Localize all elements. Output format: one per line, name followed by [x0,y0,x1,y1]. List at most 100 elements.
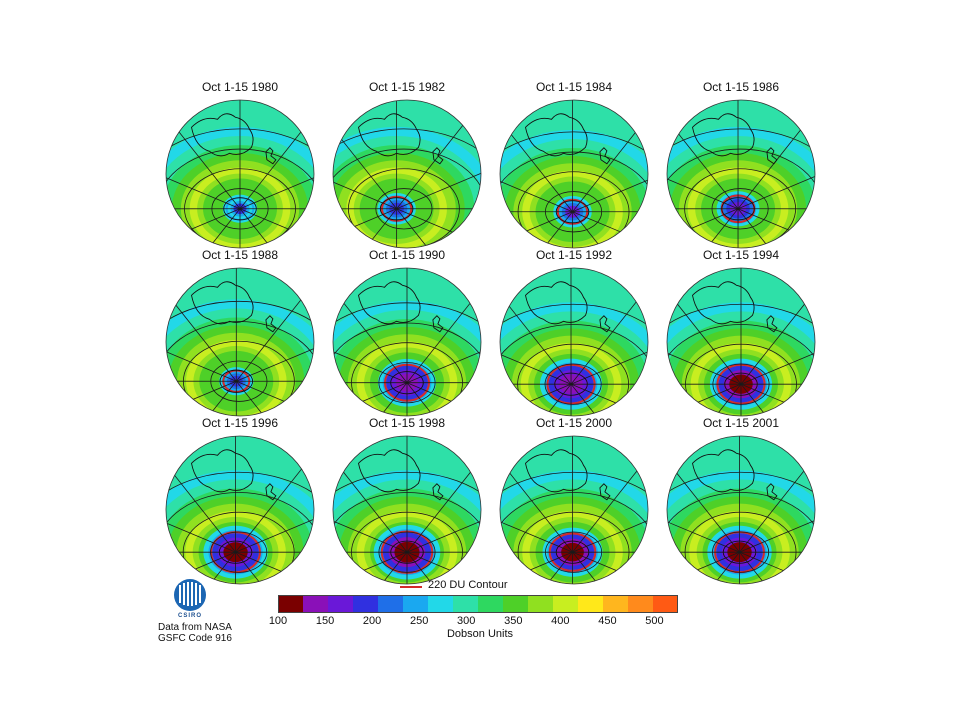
latitude-line [166,471,314,584]
colorbar [278,595,678,613]
globe-rim [332,99,482,249]
panel-title: Oct 1-15 1990 [368,248,446,262]
colorbar-segment [503,595,529,613]
colorbar-units-label: Dobson Units [446,628,514,640]
new-zealand-outline [265,315,277,333]
panel-title: Oct 1-15 1994 [702,248,780,262]
meridian-line [396,149,481,210]
globe-rim [666,267,816,417]
antarctica-outline [555,540,590,564]
colorbar-tick-label: 100 [268,615,288,627]
panel-title: Oct 1-15 1998 [368,416,446,430]
globe-rim [165,99,315,249]
new-zealand-outline [265,483,277,501]
meridian-line [333,208,397,248]
colorbar-frame [278,595,678,613]
colorbar-segment [453,595,479,613]
meridian-line [333,208,397,248]
meridian-line [166,321,237,382]
meridian-line [667,324,742,385]
panel-title: Oct 1-15 1988 [201,248,279,262]
meridian-line [166,380,237,416]
meridian-line [570,383,648,416]
antarctica-outline [390,540,424,564]
ozone-globe-1990 [332,267,482,417]
meridian-line [236,321,314,382]
latitude-line [500,492,648,584]
meridian-line [396,208,479,248]
ozone-globe-2001 [666,435,816,585]
meridian-line [667,551,740,584]
meridian-line [737,149,815,210]
antarctica-outline [721,197,755,221]
meridian-line [739,492,815,553]
latitude-line [667,148,815,248]
meridian-line [737,208,815,248]
colorbar-segment [653,595,678,613]
meridian-line [572,152,648,213]
meridian-line [500,211,573,248]
colorbar-segment [353,595,379,613]
colorbar-segment [278,595,304,613]
ozone-globe-1994 [666,267,816,417]
panel-title: Oct 1-15 1992 [535,248,613,262]
ozone-globe-1984 [499,99,649,249]
new-zealand-outline [599,147,611,165]
colorbar-tick-label: 300 [457,615,476,627]
australia-outline [191,281,254,325]
new-zealand-outline [766,315,778,333]
ozone-globe-1980 [165,99,315,249]
new-zealand-outline [599,315,611,333]
new-zealand-outline [766,147,778,165]
latitude-line [333,148,481,248]
meridian-line [406,492,481,553]
panel-title: Oct 1-15 1982 [368,80,446,94]
credit-line-2: GSFC Code 916 [158,633,232,644]
colorbar-segment [303,595,329,613]
australia-outline [358,449,421,493]
colorbar-segment [403,595,429,613]
colorbar-segment [578,595,604,613]
meridian-line [500,383,572,416]
panel-title: Oct 1-15 2001 [702,416,780,430]
new-zealand-outline [766,483,778,501]
meridian-line [239,149,314,210]
meridian-line [500,152,573,213]
meridian-line [570,324,648,385]
antarctica-outline [379,197,414,221]
ozone-globe-1998 [332,435,482,585]
colorbar-tick-label: 150 [315,615,335,627]
latitude-line [333,128,481,248]
csiro-logo [174,579,206,611]
globe-rim [666,99,816,249]
credit-line-1: Data from NASA [158,622,232,633]
meridian-line [572,492,648,553]
colorbar-tick-label: 200 [362,615,382,627]
colorbar-segment [378,595,404,613]
latitude-line [500,151,648,248]
globe-rim [165,267,315,417]
ozone-globe-1982 [332,99,482,249]
antarctica-outline [554,372,588,396]
meridian-line [333,323,408,384]
new-zealand-outline [432,315,444,333]
antarctica-outline [223,197,257,221]
contour-swatch [400,586,422,588]
meridian-line [667,492,740,553]
contour-legend-label: 220 DU Contour [428,579,508,591]
australia-outline [525,449,588,493]
meridian-line [406,323,481,384]
globe-rim [332,267,482,417]
panel-title: Oct 1-15 1996 [201,416,279,430]
antarctica-outline [555,200,590,224]
australia-outline [191,449,254,493]
meridian-line [235,551,314,584]
australia-outline [358,281,421,325]
australia-outline [525,113,588,157]
ozone-globe-1992 [499,267,649,417]
panel-title: Oct 1-15 1986 [702,80,780,94]
panel-title: Oct 1-15 2000 [535,416,613,430]
ozone-hole-level [729,374,753,394]
ozone-globe-1996 [165,435,315,585]
meridian-line [500,492,573,553]
